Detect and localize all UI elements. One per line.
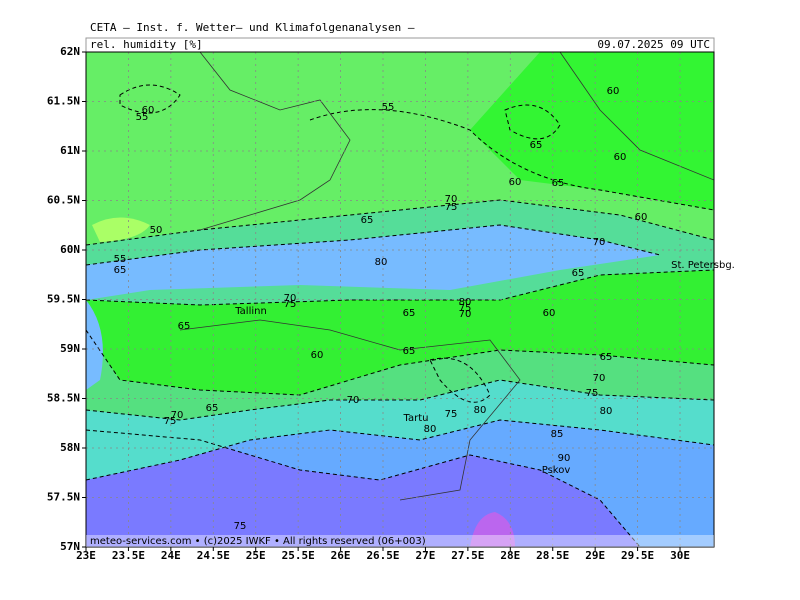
footer-box (86, 535, 714, 547)
place-name: Tartu (403, 413, 429, 424)
lon-label: 25.5E (282, 549, 315, 562)
contour-label: 85 (551, 429, 564, 440)
lat-label: 61.5N (47, 95, 80, 108)
lon-label: 24.5E (197, 549, 230, 562)
place-name: Pskov (542, 465, 571, 476)
contour-label: 60 (635, 212, 648, 223)
contour-label: 65 (530, 140, 543, 151)
lat-label: 57N (60, 540, 80, 553)
lon-label: 25E (246, 549, 266, 562)
contour-label: 75 (234, 521, 247, 532)
lon-label: 23.5E (112, 549, 145, 562)
contour-label: 55 (136, 112, 149, 123)
contour-label: 75 (586, 388, 599, 399)
contour-label: 50 (150, 225, 163, 236)
lat-label: 58N (60, 441, 80, 454)
contour-label: 70 (171, 410, 184, 421)
place-name: St. Petersbg. (671, 260, 735, 271)
lon-label: 28.5E (536, 549, 569, 562)
lon-label: 28E (500, 549, 520, 562)
map-frame (85, 51, 715, 548)
lon-label: 27E (416, 549, 436, 562)
contour-label: 60 (311, 350, 324, 361)
contour-label: 70 (459, 309, 472, 320)
lat-label: 57.5N (47, 491, 80, 504)
lat-label: 60N (60, 243, 80, 256)
contour-label: 65 (403, 346, 416, 357)
contour-label: 70 (593, 373, 606, 384)
contour-label: 65 (206, 403, 219, 414)
lat-label: 62N (60, 45, 80, 58)
lon-label: 26.5E (366, 549, 399, 562)
contour-label: 65 (114, 265, 127, 276)
graticule: 62N 61.5N 61N 60.5N 60N 59.5N 59N 58.5N 58N 57.5N… (47, 45, 714, 562)
contour-label: 60 (142, 105, 155, 116)
lat-label: 58.5N (47, 392, 80, 405)
place-name: Tallinn (234, 306, 267, 317)
lon-label: 30E (670, 549, 690, 562)
contour-label: 65 (552, 178, 565, 189)
lon-label: 23E (76, 549, 96, 562)
contour-label: 80 (474, 405, 487, 416)
lon-label: 24E (161, 549, 181, 562)
contour-label: 60 (607, 86, 620, 97)
valid-time: 09.07.2025 09 UTC (597, 38, 710, 51)
contour-label: 70 (593, 237, 606, 248)
title: CETA – Inst. f. Wetter– und Klimafolgena… (90, 21, 415, 34)
contour-label: 65 (178, 321, 191, 332)
contour-label: 70 (284, 293, 297, 304)
contour-label: 65 (600, 352, 613, 363)
lat-label: 59N (60, 342, 80, 355)
contour-label: 80 (600, 406, 613, 417)
lon-label: 29.5E (621, 549, 654, 562)
field-name: rel. humidity [%] (90, 38, 203, 51)
contour-label: 80 (459, 297, 472, 308)
contour-label: 80 (375, 257, 388, 268)
contour-label: 75 (459, 303, 472, 314)
contour-label: 80 (424, 424, 437, 435)
contour-label: 75 (164, 416, 177, 427)
contour-label: 65 (361, 215, 374, 226)
contour-label: 70 (347, 395, 360, 406)
contour-label: 90 (558, 453, 571, 464)
contour-label: 70 (445, 194, 458, 205)
lat-label: 59.5N (47, 293, 80, 306)
contour-label: 75 (284, 299, 297, 310)
contour-label: 55 (114, 254, 127, 265)
lat-label: 60.5N (47, 194, 80, 207)
lon-label: 29E (585, 549, 605, 562)
contour-label: 60 (509, 177, 522, 188)
contour-label: 60 (614, 152, 627, 163)
contour-label: 55 (382, 102, 395, 113)
contour-label: 65 (572, 268, 585, 279)
contour-label: 75 (445, 202, 458, 213)
lon-label: 26E (331, 549, 351, 562)
footer: meteo-services.com • (c)2025 IWKF • All … (90, 536, 426, 547)
contour-label: 75 (445, 409, 458, 420)
lon-label: 27.5E (451, 549, 484, 562)
contour-label: 60 (543, 308, 556, 319)
contour-label: 65 (403, 308, 416, 319)
lat-label: 61N (60, 144, 80, 157)
